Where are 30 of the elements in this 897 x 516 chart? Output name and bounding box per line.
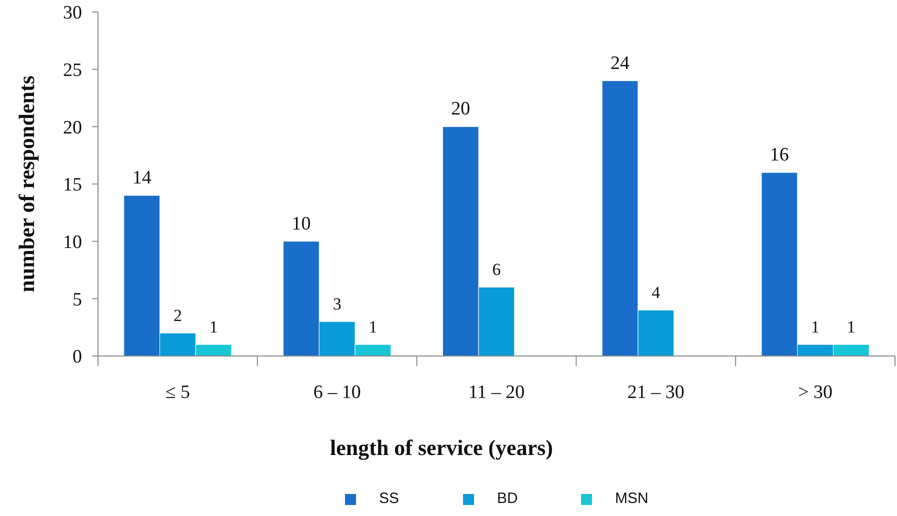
y-axis-title: number of respondents	[14, 75, 39, 292]
x-tick-label: > 30	[798, 382, 833, 403]
data-label: 24	[610, 52, 630, 74]
y-tick-label: 20	[63, 117, 82, 138]
data-label: 3	[332, 294, 342, 314]
y-tick-label: 15	[63, 174, 82, 196]
x-tick-label: 21 – 30	[627, 382, 684, 403]
y-tick-label: 30	[63, 2, 82, 24]
data-label: 2	[173, 306, 182, 326]
data-label: 1	[209, 318, 218, 337]
data-label: 16	[770, 144, 789, 166]
y-tick-label: 5	[72, 289, 82, 310]
data-label: 10	[292, 213, 311, 234]
data-label: 14	[132, 167, 152, 188]
data-label: 1	[846, 318, 856, 337]
x-axis-title: length of service (years)	[330, 435, 553, 460]
legend-label: SS	[379, 490, 400, 507]
legend-label: MSN	[615, 490, 648, 507]
data-label: 6	[492, 260, 501, 280]
y-tick-label: 10	[63, 232, 82, 253]
data-label: 4	[652, 283, 661, 302]
data-label: 1	[368, 318, 378, 337]
data-label: 20	[451, 98, 470, 120]
x-tick-label: 6 – 10	[313, 382, 361, 403]
data-label: 1	[811, 318, 820, 337]
x-tick-label: ≤ 5	[165, 382, 190, 403]
legend-label: BD	[497, 490, 518, 507]
y-tick-label: 25	[63, 60, 82, 81]
x-tick-label: 11 – 20	[468, 382, 525, 403]
y-tick-label: 0	[72, 346, 82, 368]
